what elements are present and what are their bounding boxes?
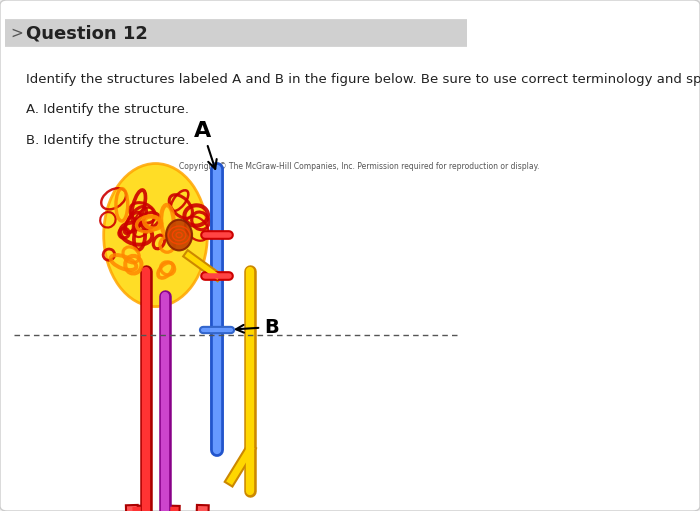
Ellipse shape	[104, 164, 207, 307]
Ellipse shape	[166, 220, 192, 250]
Text: B: B	[236, 317, 279, 337]
Text: A. Identify the structure.: A. Identify the structure.	[26, 103, 189, 117]
Text: Question 12: Question 12	[26, 24, 148, 42]
Text: A: A	[194, 121, 217, 169]
Text: B. Identify the structure.: B. Identify the structure.	[26, 134, 189, 147]
Text: Identify the structures labeled A and B in the figure below. Be sure to use corr: Identify the structures labeled A and B …	[26, 73, 700, 86]
Text: >: >	[10, 26, 23, 41]
Text: Copyright © The McGraw-Hill Companies, Inc. Permission required for reproduction: Copyright © The McGraw-Hill Companies, I…	[179, 161, 540, 171]
